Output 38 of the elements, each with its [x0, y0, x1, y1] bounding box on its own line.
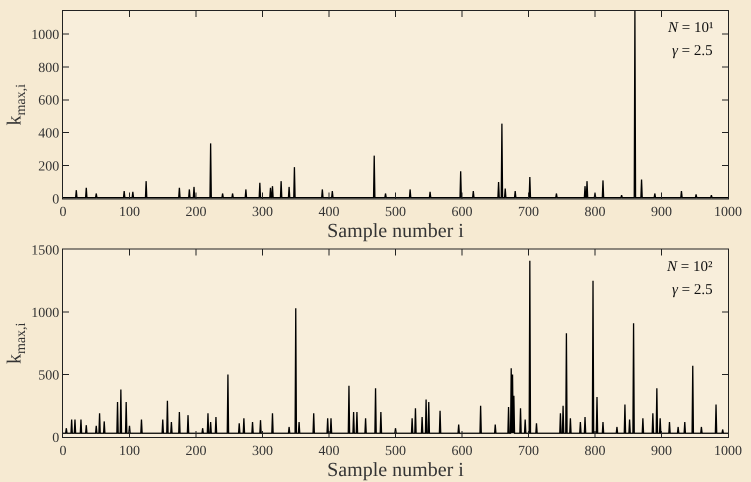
y-tick-label: 0 [52, 430, 60, 446]
x-tick-label: 700 [518, 444, 539, 459]
y-tick-label: 400 [38, 126, 60, 142]
y-tick-label: 200 [38, 159, 60, 174]
x-tick-label: 300 [252, 205, 273, 220]
x-tick-label: 1000 [714, 444, 742, 459]
line-series [63, 11, 728, 198]
x-tick-label: 800 [584, 444, 606, 459]
x-tick-label: 100 [119, 444, 140, 459]
line-series [63, 260, 728, 434]
annotation: N = 10² [666, 259, 713, 275]
x-tick-label: 200 [186, 444, 206, 459]
x-tick-label: 700 [518, 205, 539, 220]
x-tick-label: 100 [119, 205, 140, 220]
x-tick-label: 300 [252, 444, 273, 459]
x-tick-label: 200 [186, 205, 206, 220]
x-axis-title: Sample number i [327, 458, 464, 481]
x-tick-label: 600 [452, 205, 472, 220]
annotation: γ = 2.5 [672, 282, 713, 298]
x-tick-label: 500 [385, 444, 406, 459]
y-tick-label: 0 [52, 192, 60, 208]
y-tick-label: 1000 [31, 306, 60, 321]
y-tick-label: 800 [38, 60, 60, 76]
x-tick-label: 1000 [714, 205, 742, 220]
x-tick-label: 400 [318, 205, 340, 220]
annotation: N = 10¹ [667, 20, 714, 36]
x-tick-label: 900 [651, 444, 672, 459]
y-tick-label: 500 [38, 368, 60, 384]
x-axis-title: Sample number i [327, 220, 464, 242]
x-tick-label: 500 [385, 205, 406, 220]
x-tick-label: 900 [651, 205, 672, 220]
x-tick-label: 800 [584, 205, 606, 220]
y-tick-label: 1500 [31, 243, 60, 258]
annotation: γ = 2.5 [672, 43, 713, 59]
x-tick-label: 400 [318, 444, 340, 459]
y-tick-label: 600 [38, 94, 60, 109]
y-tick-label: 1000 [31, 28, 60, 43]
x-tick-label: 600 [452, 444, 472, 459]
